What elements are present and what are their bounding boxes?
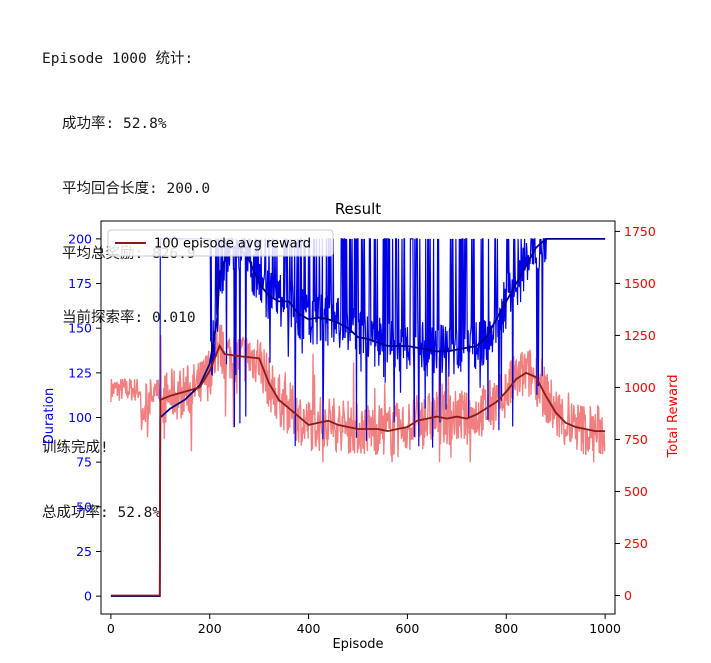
x-tick-label: 800 xyxy=(494,621,518,636)
y-right-tick-label: 500 xyxy=(624,484,648,499)
x-tick-label: 200 xyxy=(198,621,222,636)
chart-legend: 100 episode avg reward xyxy=(107,229,334,257)
duration-avg-line xyxy=(110,238,606,598)
chart-title: Result xyxy=(335,200,381,218)
x-tick-label: 0 xyxy=(107,621,115,636)
total-success-rate-line: 总成功率: 52.8% xyxy=(42,504,162,521)
success-rate-line: 成功率: 52.8% xyxy=(62,115,167,132)
y-right-tick-label: 1500 xyxy=(624,276,656,291)
y-tick-label: 125 xyxy=(68,365,92,380)
reward-raw-series xyxy=(110,318,606,463)
y-tick-label: 100 xyxy=(68,410,92,425)
y-tick-label: 175 xyxy=(68,276,92,291)
result-chart: 0 200 400 600 800 1000 0 25 50 75 100 125 150 175 200 0… xyxy=(42,200,681,652)
reward-raw-line xyxy=(110,318,606,463)
y-right-tick-label: 1250 xyxy=(624,328,656,343)
y-right-tick-label: 1750 xyxy=(624,224,656,239)
reward-avg-line xyxy=(110,343,606,597)
y-right-tick-label: 250 xyxy=(624,536,648,551)
x-tick-label: 400 xyxy=(297,621,321,636)
training-complete-line: 训练完成! xyxy=(42,439,109,456)
y-right-tick-label: 0 xyxy=(624,588,632,603)
duration-raw-series xyxy=(110,238,606,597)
chart-axes: 0 200 400 600 800 1000 0 25 50 75 100 125 150 175 200 0… xyxy=(68,220,656,636)
duration-raw-line xyxy=(110,238,606,597)
y-tick-label: 75 xyxy=(76,455,92,470)
y-right-tick-label: 750 xyxy=(624,432,648,447)
x-tick-label: 600 xyxy=(395,621,419,636)
y-tick-label: 200 xyxy=(68,231,92,246)
y-axis-right-label: Total Reward xyxy=(666,375,681,459)
y-tick-label: 50 xyxy=(76,499,92,514)
y-right-tick-label: 1000 xyxy=(624,380,656,395)
legend-entry-avg-reward: 100 episode avg reward xyxy=(154,237,311,252)
episode-stats-header: Episode 1000 统计: xyxy=(42,51,194,68)
avg-episode-length-line: 平均回合长度: 200.0 xyxy=(62,180,211,197)
exploration-rate-line: 当前探索率: 0.010 xyxy=(62,310,196,327)
average-series xyxy=(110,238,606,598)
y-tick-label: 150 xyxy=(68,321,92,336)
x-axis-label: Episode xyxy=(332,637,383,652)
y-tick-label: 0 xyxy=(84,589,92,604)
y-tick-label: 25 xyxy=(76,544,92,559)
y-axis-label: Duration xyxy=(42,388,57,444)
x-tick-label: 1000 xyxy=(589,621,621,636)
